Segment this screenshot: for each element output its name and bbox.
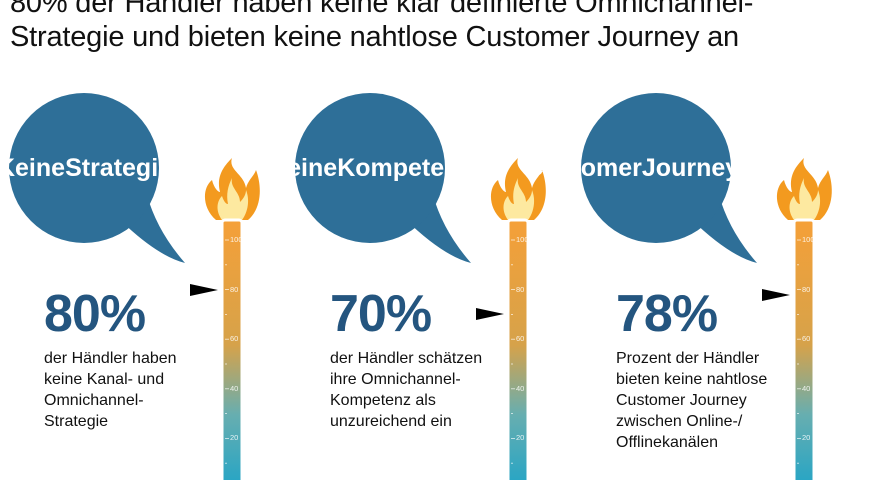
tick-label: 40 xyxy=(230,383,239,393)
percent-value: 78% xyxy=(616,285,718,343)
tick-label: 60 xyxy=(230,334,239,344)
tick-label: 20 xyxy=(802,433,811,443)
tick-label: 20 xyxy=(230,433,239,443)
bubble-label-line: Keine xyxy=(0,154,66,182)
bubble-label-line: Gap xyxy=(739,154,788,182)
flame-icon xyxy=(490,158,546,220)
description-line: Kompetenz als xyxy=(330,392,436,409)
speech-bubble: Keine Strategie xyxy=(0,91,192,276)
bubble-label-line: Kompetenz xyxy=(337,154,472,182)
bubble-label-line: Customer xyxy=(525,154,642,182)
thermometer-tube xyxy=(220,218,244,480)
description-line: der Händler schätzen xyxy=(330,350,483,367)
description-line: unzureichend ein xyxy=(330,413,452,430)
bubble-label: Keine Kompetenz xyxy=(269,91,472,246)
description-line: ihre Omnichannel- xyxy=(330,371,461,388)
infographic-panel: Keine Strategie 80% der Händler haben keine … xyxy=(0,0,293,480)
description: der Händler schätzen ihre Omnichannel- Kom… xyxy=(330,348,490,432)
value-pointer-icon xyxy=(190,283,218,296)
description-line: der Händler haben xyxy=(44,350,177,367)
flame-icon xyxy=(204,158,260,220)
description-line: keine Kanal- und xyxy=(44,371,165,388)
percent-value: 80% xyxy=(44,285,146,343)
description: Prozent der Händler bieten keine nahtlose… xyxy=(616,348,776,453)
bubble-label-line: Strategie xyxy=(65,154,173,182)
description-line: zwischen Online-/ xyxy=(616,413,743,430)
description: der Händler haben keine Kanal- und Omnicha… xyxy=(44,348,204,432)
tick-label: 40 xyxy=(802,383,811,393)
tick-label: 80 xyxy=(516,284,525,294)
thermometer: 20 40 60 80 100 xyxy=(476,158,566,480)
thermometer-tube xyxy=(792,218,816,480)
bubble-label: Keine Strategie xyxy=(0,91,172,246)
tick-label: 60 xyxy=(516,334,525,344)
tick-label: 100 xyxy=(230,235,243,244)
description-line: Prozent der Händler xyxy=(616,350,760,367)
headline-line-2: Strategie und bieten keine nahtlose Cust… xyxy=(10,21,739,53)
speech-bubble: Keine Kompetenz xyxy=(269,91,478,276)
description-line: Strategie xyxy=(44,413,109,430)
speech-bubble: Customer Journey Gap xyxy=(525,91,788,276)
tick-label: 100 xyxy=(802,235,815,244)
thermometer: 20 40 60 80 100 xyxy=(762,158,852,480)
infographic-panel: Keine Kompetenz 70% der Händler schätzen ihr… xyxy=(269,0,579,480)
value-pointer-icon xyxy=(476,308,504,321)
tick-label: 20 xyxy=(516,433,525,443)
tick-label: 60 xyxy=(802,334,811,344)
bubble-label-line: Journey xyxy=(641,154,740,182)
tick-label: 80 xyxy=(230,284,239,294)
headline: 80% der Händler haben keine klar definie… xyxy=(10,0,870,54)
thermometer-tube xyxy=(506,218,530,480)
description-line: bieten keine nahtlose xyxy=(616,371,768,388)
percent-value: 70% xyxy=(330,285,432,343)
value-pointer-icon xyxy=(762,288,790,301)
tick-label: 80 xyxy=(802,284,811,294)
tick-label: 100 xyxy=(516,235,529,244)
headline-line-1: 80% der Händler haben keine klar definie… xyxy=(10,0,754,19)
bubble-label: Customer Journey Gap xyxy=(525,91,788,246)
description-line: Offlinekanälen xyxy=(616,434,718,451)
infographic-panel: Customer Journey Gap 78% Prozent der Händler… xyxy=(525,0,865,480)
flame-icon xyxy=(776,158,832,220)
description-line: Customer Journey xyxy=(616,392,747,409)
thermometer: 20 40 60 80 100 xyxy=(190,158,280,480)
tick-label: 40 xyxy=(516,383,525,393)
description-line: Omnichannel- xyxy=(44,392,144,409)
bubble-label-line: Keine xyxy=(269,154,338,182)
